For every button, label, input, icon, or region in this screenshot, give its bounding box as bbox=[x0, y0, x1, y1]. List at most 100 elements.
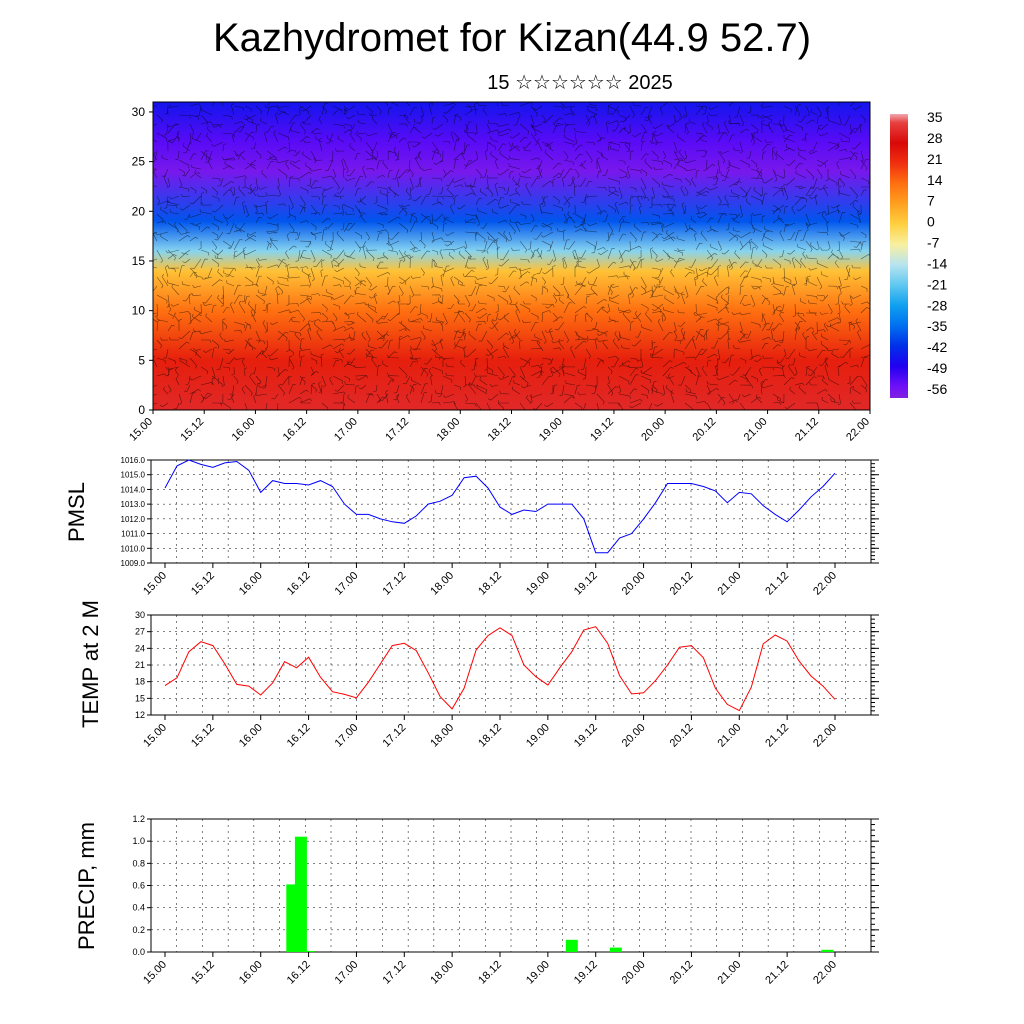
temp-line bbox=[164, 626, 836, 712]
y-tick-label: 1.2 bbox=[132, 814, 145, 824]
x-tick-label: 18.12 bbox=[476, 570, 504, 598]
x-tick-label: 18.12 bbox=[476, 959, 504, 987]
x-tick-label: 18.12 bbox=[486, 416, 514, 444]
x-tick-label: 16.12 bbox=[285, 570, 313, 598]
y-tick-label: 21 bbox=[135, 660, 145, 670]
colorbar-label: -14 bbox=[927, 255, 947, 271]
x-tick-label: 15.00 bbox=[141, 722, 169, 750]
colorbar-label: 0 bbox=[927, 214, 935, 230]
x-tick-label: 22.00 bbox=[811, 722, 839, 750]
x-tick-label: 21.12 bbox=[763, 722, 791, 750]
x-tick-label: 18.12 bbox=[476, 722, 504, 750]
precip-bar bbox=[609, 947, 622, 952]
y-axis-title: PRECIP, mm bbox=[74, 822, 99, 950]
y-tick-label: 1016.0 bbox=[121, 456, 146, 465]
colorbar-label: -35 bbox=[927, 318, 947, 334]
x-tick-label: 19.12 bbox=[572, 570, 600, 598]
precip-bar bbox=[821, 949, 834, 952]
wind-barbs bbox=[153, 102, 870, 410]
y-tick-label: 1011.0 bbox=[121, 530, 145, 539]
x-tick-label: 15.12 bbox=[178, 416, 206, 444]
colorbar-label: -21 bbox=[927, 276, 947, 292]
colorbar-label: -42 bbox=[927, 339, 947, 355]
y-tick-label: 5 bbox=[138, 353, 145, 367]
y-axis-title: TEMP at 2 M bbox=[78, 600, 103, 728]
x-tick-label: 17.12 bbox=[380, 959, 408, 987]
x-tick-label: 17.00 bbox=[333, 570, 361, 598]
precip-bar bbox=[565, 939, 578, 952]
y-tick-label: 0.2 bbox=[132, 925, 145, 935]
x-tick-label: 20.12 bbox=[691, 416, 719, 444]
y-tick-label: 1015.0 bbox=[121, 471, 146, 480]
x-tick-label: 20.12 bbox=[668, 722, 696, 750]
colorbar-strip bbox=[890, 114, 908, 398]
x-tick-label: 19.00 bbox=[524, 959, 552, 987]
x-tick-label: 21.00 bbox=[715, 722, 743, 750]
precip-panel: 0.0 0.2 0.4 0.6 0.8 1.0 1.2 15.00 15.12 16.00 16.1… bbox=[74, 814, 879, 987]
x-tick-label: 19.00 bbox=[537, 416, 565, 444]
y-tick-label: 0.0 bbox=[132, 947, 145, 957]
x-tick-label: 19.12 bbox=[572, 959, 600, 987]
x-tick-label: 21.00 bbox=[742, 416, 770, 444]
y-tick-label: 15 bbox=[135, 693, 145, 703]
x-tick-label: 16.12 bbox=[281, 416, 309, 444]
colorbar-label: 7 bbox=[927, 193, 935, 209]
precip-bar bbox=[294, 836, 307, 952]
pmsl-line bbox=[164, 459, 836, 554]
y-tick-label: 30 bbox=[135, 610, 145, 620]
x-tick-label: 17.00 bbox=[332, 416, 360, 444]
y-tick-label: 0 bbox=[138, 403, 145, 417]
y-tick-label: 24 bbox=[135, 643, 145, 653]
y-axis-title: PMSL bbox=[64, 482, 89, 542]
y-tick-label: 0.6 bbox=[132, 881, 145, 891]
x-tick-label: 15.12 bbox=[189, 722, 217, 750]
x-tick-label: 18.00 bbox=[434, 416, 462, 444]
x-tick-label: 16.00 bbox=[237, 722, 265, 750]
colorbar: 35 28 21 14 7 0 -7 -14 -21 -28 -35 -42 -49 -56 bbox=[890, 109, 947, 398]
chart-subtitle: 15 ☆☆☆☆☆☆ 2025 bbox=[487, 72, 673, 94]
grid bbox=[151, 615, 871, 715]
temp-panel: 12 15 18 21 24 27 30 15.00 15.12 16.00 16.12 17.00 1… bbox=[78, 600, 879, 750]
x-tick-label: 20.12 bbox=[668, 959, 696, 987]
y-tick-label: 27 bbox=[135, 627, 145, 637]
x-tick-label: 16.00 bbox=[230, 416, 258, 444]
y-tick-label: 1.0 bbox=[132, 836, 145, 846]
colorbar-label: -49 bbox=[927, 360, 947, 376]
y-tick-label: 1013.0 bbox=[121, 500, 146, 509]
x-tick-label: 16.00 bbox=[237, 959, 265, 987]
colorbar-label: -56 bbox=[927, 381, 947, 397]
x-tick-label: 20.00 bbox=[639, 416, 667, 444]
y-tick-label: 0.4 bbox=[132, 903, 145, 913]
y-tick-label: 12 bbox=[135, 710, 145, 720]
y-tick-label: 30 bbox=[132, 105, 146, 119]
plot-frame bbox=[150, 459, 872, 564]
colorbar-label: -7 bbox=[927, 235, 940, 251]
grid bbox=[151, 819, 871, 952]
x-tick-label: 15.00 bbox=[141, 959, 169, 987]
y-tick-label: 20 bbox=[132, 204, 146, 218]
grid bbox=[151, 460, 871, 563]
x-tick-label: 15.00 bbox=[127, 416, 155, 444]
colorbar-label: 35 bbox=[927, 109, 943, 125]
x-tick-label: 19.12 bbox=[572, 722, 600, 750]
x-tick-label: 17.00 bbox=[333, 722, 361, 750]
x-tick-label: 17.00 bbox=[333, 959, 361, 987]
x-tick-label: 17.12 bbox=[383, 416, 411, 444]
x-tick-label: 18.00 bbox=[428, 570, 456, 598]
x-tick-label: 19.00 bbox=[524, 570, 552, 598]
x-tick-label: 21.00 bbox=[715, 959, 743, 987]
colorbar-label: -28 bbox=[927, 297, 947, 313]
x-tick-label: 21.12 bbox=[763, 959, 791, 987]
y-tick-label: 1012.0 bbox=[121, 515, 146, 524]
x-tick-label: 16.12 bbox=[285, 722, 313, 750]
colorbar-label: 28 bbox=[927, 130, 943, 146]
x-tick-label: 20.00 bbox=[620, 722, 648, 750]
y-tick-label: 18 bbox=[135, 677, 145, 687]
x-tick-label: 15.12 bbox=[189, 570, 217, 598]
x-tick-label: 21.12 bbox=[763, 570, 791, 598]
x-tick-label: 16.12 bbox=[285, 959, 313, 987]
y-tick-label: 1014.0 bbox=[121, 485, 146, 494]
x-tick-label: 18.00 bbox=[428, 959, 456, 987]
x-tick-label: 20.12 bbox=[668, 570, 696, 598]
